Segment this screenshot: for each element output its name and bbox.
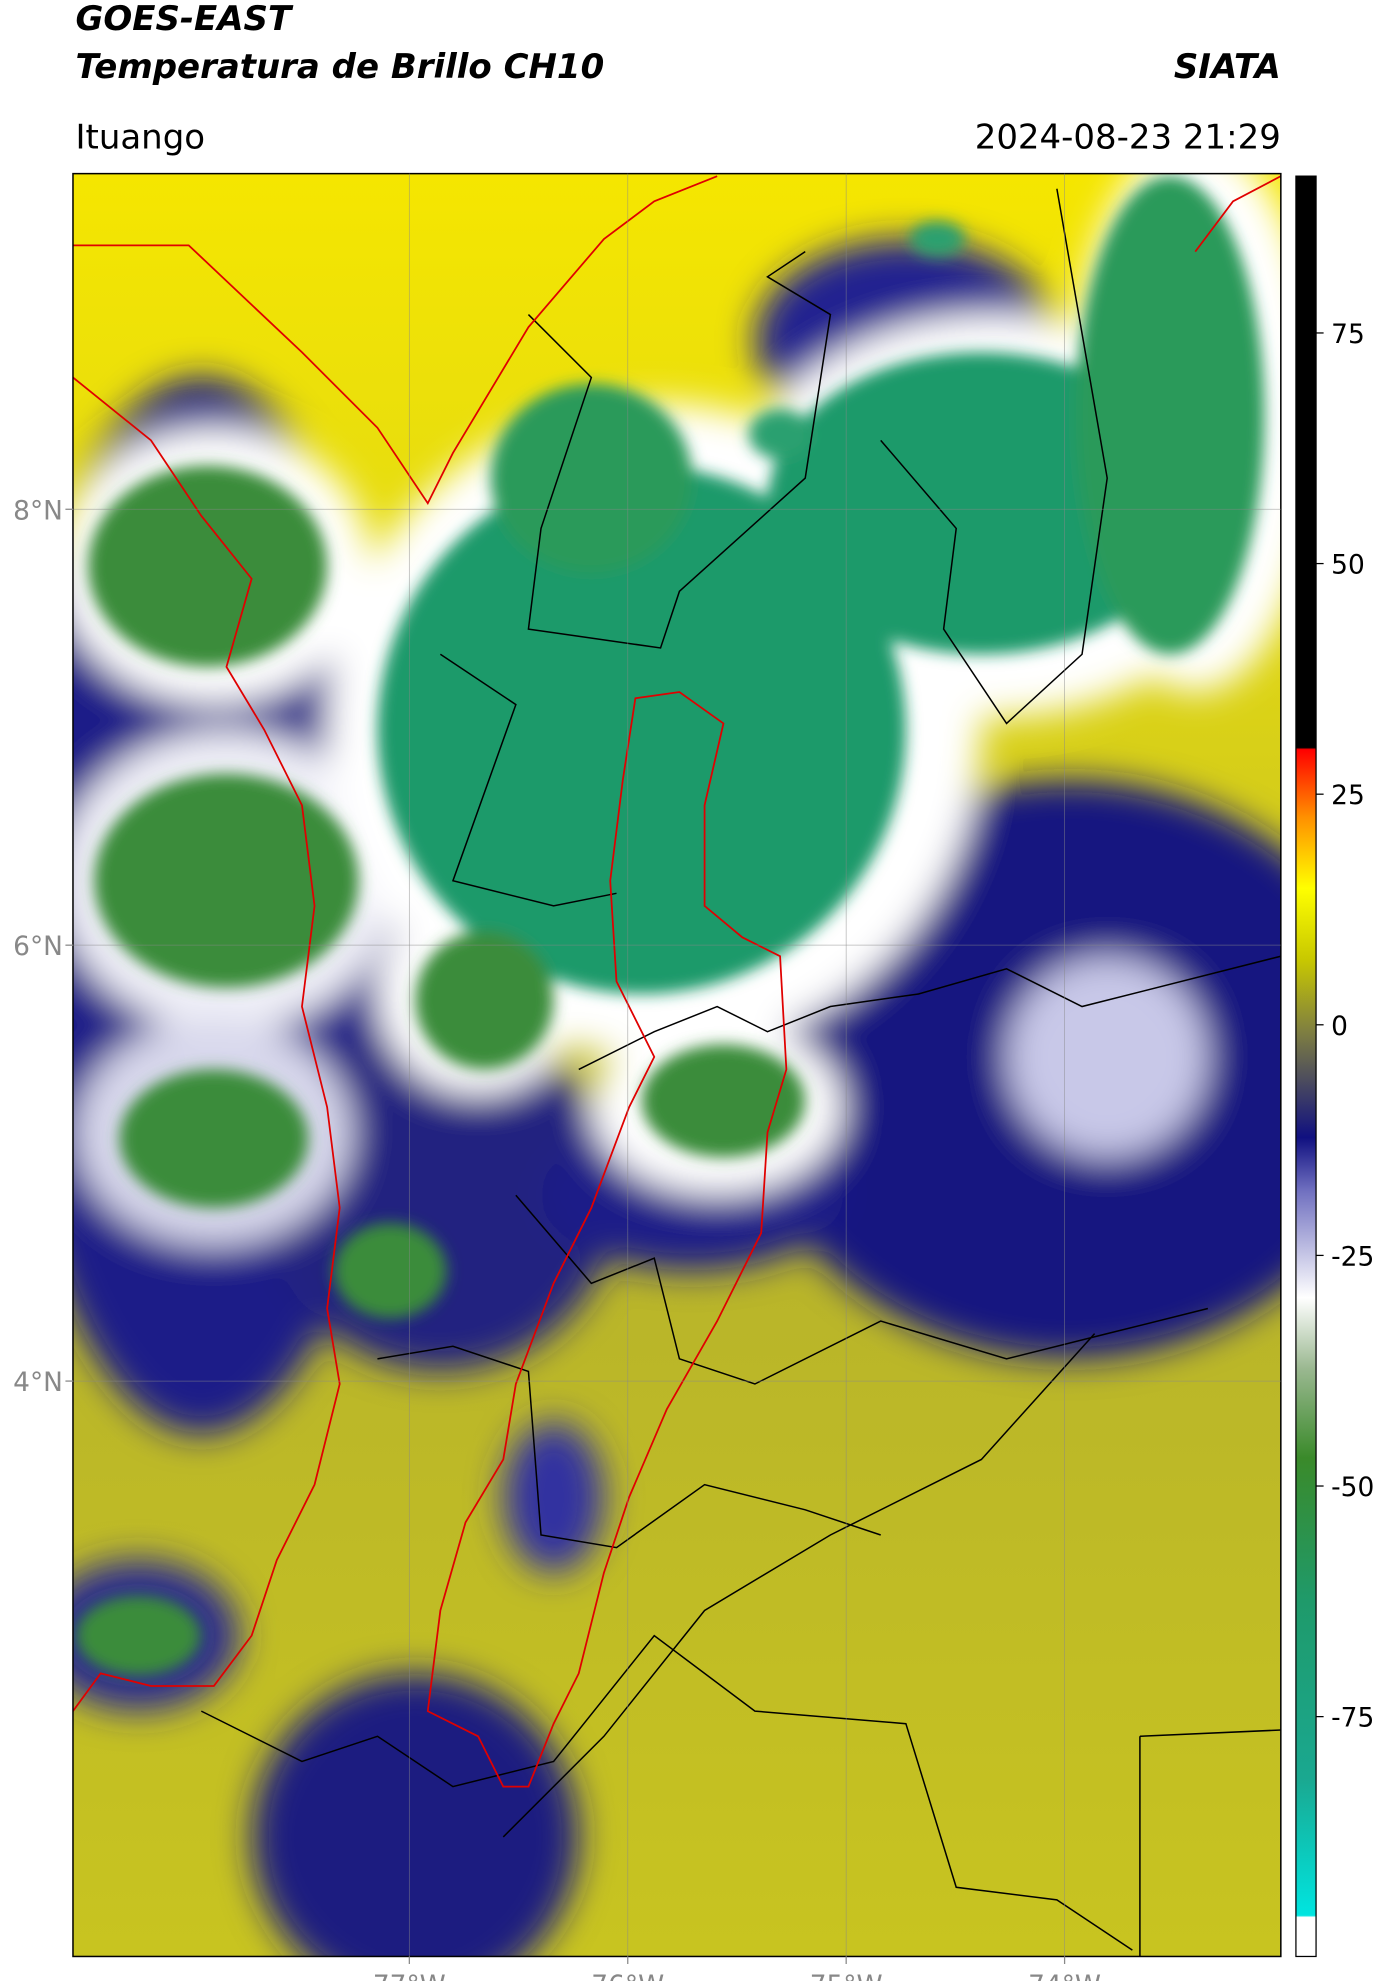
lon-tick-label: 77°W [373, 1970, 446, 1981]
map-frame [72, 172, 1282, 1958]
colorbar-tick-label: 0 [1331, 1011, 1348, 1042]
colorbar-tick-label: 25 [1331, 780, 1365, 811]
colorbar-tick-label: -75 [1331, 1703, 1374, 1734]
map-imagery [72, 173, 1281, 1957]
lon-tick-label: 76°W [591, 1970, 664, 1981]
lat-tick-label: 8°N [13, 495, 63, 526]
source: SIATA [1174, 47, 1281, 87]
lat-tick-label: 6°N [13, 931, 63, 962]
title: GOES-EAST [75, 0, 293, 39]
lon-tick-label: 74°W [1028, 1970, 1101, 1981]
colorbar-tick-label: -50 [1331, 1472, 1374, 1503]
lat-tick-label: 4°N [13, 1367, 63, 1398]
region: Ituango [75, 117, 205, 157]
lon-tick-label: 75°W [810, 1970, 883, 1981]
colorbar-tick-label: 75 [1331, 319, 1365, 350]
colorbar-tick-label: -25 [1331, 1241, 1374, 1272]
colorbar [1295, 175, 1317, 1958]
colorbar-tick-label: 50 [1331, 550, 1365, 581]
subtitle: Temperatura de Brillo CH10 [75, 47, 604, 87]
datetime: 2024-08-23 21:29 [975, 117, 1281, 157]
